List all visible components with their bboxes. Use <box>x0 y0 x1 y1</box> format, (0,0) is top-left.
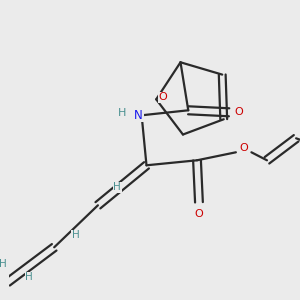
Text: O: O <box>234 107 243 117</box>
Text: H: H <box>113 182 121 192</box>
Text: N: N <box>134 109 143 122</box>
Text: H: H <box>118 108 126 118</box>
Text: O: O <box>159 92 167 102</box>
Text: H: H <box>0 259 7 269</box>
Text: H: H <box>72 230 80 240</box>
Text: O: O <box>195 209 203 219</box>
Text: H: H <box>25 272 33 282</box>
Text: O: O <box>239 143 248 153</box>
